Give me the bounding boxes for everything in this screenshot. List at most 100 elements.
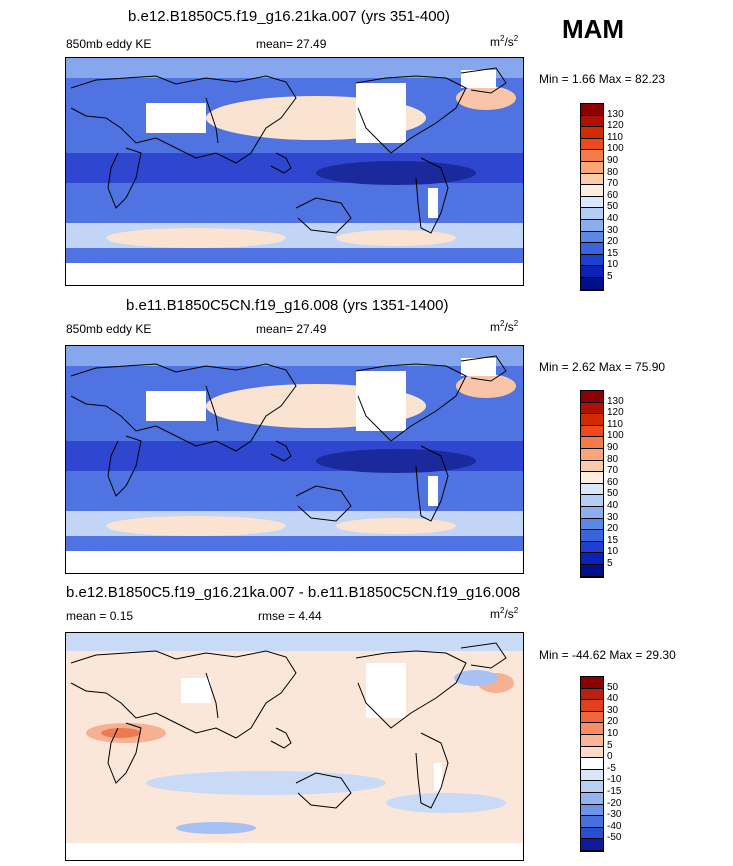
coastline: [270, 152, 292, 174]
panel3-minmax: Min = -44.62 Max = 29.30: [539, 648, 676, 662]
colorbar-label: 60: [607, 476, 619, 488]
coastline: [107, 147, 142, 209]
colorbar-segment: [581, 425, 603, 438]
coastline: [415, 732, 449, 809]
colorbar-segment: [581, 220, 603, 232]
colorbar-segment: [581, 688, 603, 701]
field-missing-greenland: [461, 70, 496, 88]
coastline: [270, 440, 292, 462]
colorbar-label: 40: [607, 213, 619, 224]
colorbar-label: 15: [607, 247, 619, 259]
field-indian-ocean-peak: [101, 728, 141, 738]
colorbar-label: 50: [607, 201, 619, 213]
colorbar-segment: [581, 127, 603, 139]
field-missing-tibet: [146, 391, 206, 421]
colorbar-label: 50: [607, 488, 619, 500]
field-southern-maximum-west: [106, 516, 286, 536]
coastline: [355, 363, 467, 442]
field-missing-tibet: [181, 678, 211, 703]
colorbar-label: 90: [607, 155, 619, 166]
colorbar-label: 100: [607, 430, 624, 442]
coastline: [355, 75, 467, 154]
colorbar-label: -40: [607, 820, 622, 832]
field-missing-north-america: [356, 83, 406, 143]
coastline: [70, 75, 297, 164]
coastline: [460, 355, 507, 382]
colorbar-segment: [581, 495, 603, 507]
colorbar-label: 40: [607, 693, 619, 705]
colorbar-label: -30: [607, 809, 622, 821]
colorbar-label: 60: [607, 189, 619, 201]
panel2-field-label: 850mb eddy KE: [66, 322, 152, 336]
colorbar-label: 0: [607, 751, 613, 763]
colorbar-segment: [581, 185, 603, 197]
colorbar-label: 110: [607, 131, 623, 143]
field-antarctica: [66, 263, 523, 285]
colorbar-segment: [581, 150, 603, 162]
colorbar-label: -20: [607, 797, 622, 809]
colorbar-box: [580, 390, 604, 578]
colorbar-segment: [581, 781, 603, 793]
colorbar-label: -5: [607, 762, 616, 774]
coastline: [107, 722, 142, 784]
coastline: [295, 197, 352, 234]
colorbar-segment: [581, 804, 603, 817]
colorbar-segment: [581, 735, 603, 747]
colorbar-segment: [581, 816, 603, 828]
colorbar-segment: [581, 711, 603, 724]
colorbar-label: 90: [607, 442, 619, 453]
colorbar-label: -15: [607, 786, 622, 797]
colorbar-segment: [581, 414, 603, 426]
colorbar-segment: [581, 208, 603, 220]
coastline: [355, 650, 467, 729]
field-antarctica: [66, 843, 523, 860]
colorbar-label: 10: [607, 546, 619, 558]
panel1-field: [66, 58, 523, 285]
field-southern-decrease-east: [386, 793, 506, 813]
panel3-title: b.e12.B1850C5.f19_g16.21ka.007 - b.e11.B…: [66, 584, 521, 601]
field-missing-andes: [428, 188, 438, 218]
coastline: [70, 363, 297, 452]
colorbar-segment: [581, 254, 603, 267]
field-missing-greenland: [461, 358, 496, 376]
colorbar-label: 20: [607, 716, 619, 728]
colorbar-segment: [581, 138, 603, 151]
field-southern-maximum-east: [336, 518, 456, 534]
coastline: [415, 445, 449, 522]
coastline: [460, 67, 507, 94]
colorbar-segment: [581, 541, 603, 554]
colorbar-segment: [581, 530, 603, 542]
colorbar-segment: [581, 518, 603, 531]
panel1-map: [65, 57, 524, 286]
colorbar-segment: [581, 677, 603, 689]
panel1-title: b.e12.B1850C5.f19_g16.21ka.007 (yrs 351-…: [128, 8, 450, 25]
colorbar-segment: [581, 460, 603, 473]
colorbar-label: 5: [607, 558, 613, 569]
colorbar-segment: [581, 793, 603, 805]
panel1-units: m2/s2: [490, 34, 519, 49]
coastline: [205, 97, 219, 144]
field-southern-maximum-west: [106, 228, 286, 248]
season-label: MAM: [562, 14, 625, 44]
colorbar-segment: [581, 391, 603, 403]
field-southern-maximum-east: [336, 230, 456, 246]
colorbar-segment: [581, 565, 603, 577]
field-band-arctic: [66, 58, 523, 78]
colorbar-segment: [581, 266, 603, 278]
colorbar-label: 30: [607, 704, 619, 716]
panel1-field-label: 850mb eddy KE: [66, 37, 152, 51]
panel3-rmse: rmse = 4.44: [258, 609, 322, 623]
colorbar-label: -50: [607, 832, 622, 844]
colorbar-label: 30: [607, 511, 619, 523]
colorbar-segment: [581, 700, 603, 712]
field-atlantic-maximum: [456, 86, 516, 110]
panel3-units: m2/s2: [490, 606, 519, 621]
colorbar-segment: [581, 472, 603, 484]
field-antarctica: [66, 551, 523, 573]
colorbar-segment: [581, 769, 603, 782]
field-missing-tibet: [146, 103, 206, 133]
colorbar-label: 5: [607, 271, 613, 282]
colorbar-label: 120: [607, 407, 624, 419]
colorbar-label: -10: [607, 774, 622, 786]
coastline: [270, 727, 292, 749]
